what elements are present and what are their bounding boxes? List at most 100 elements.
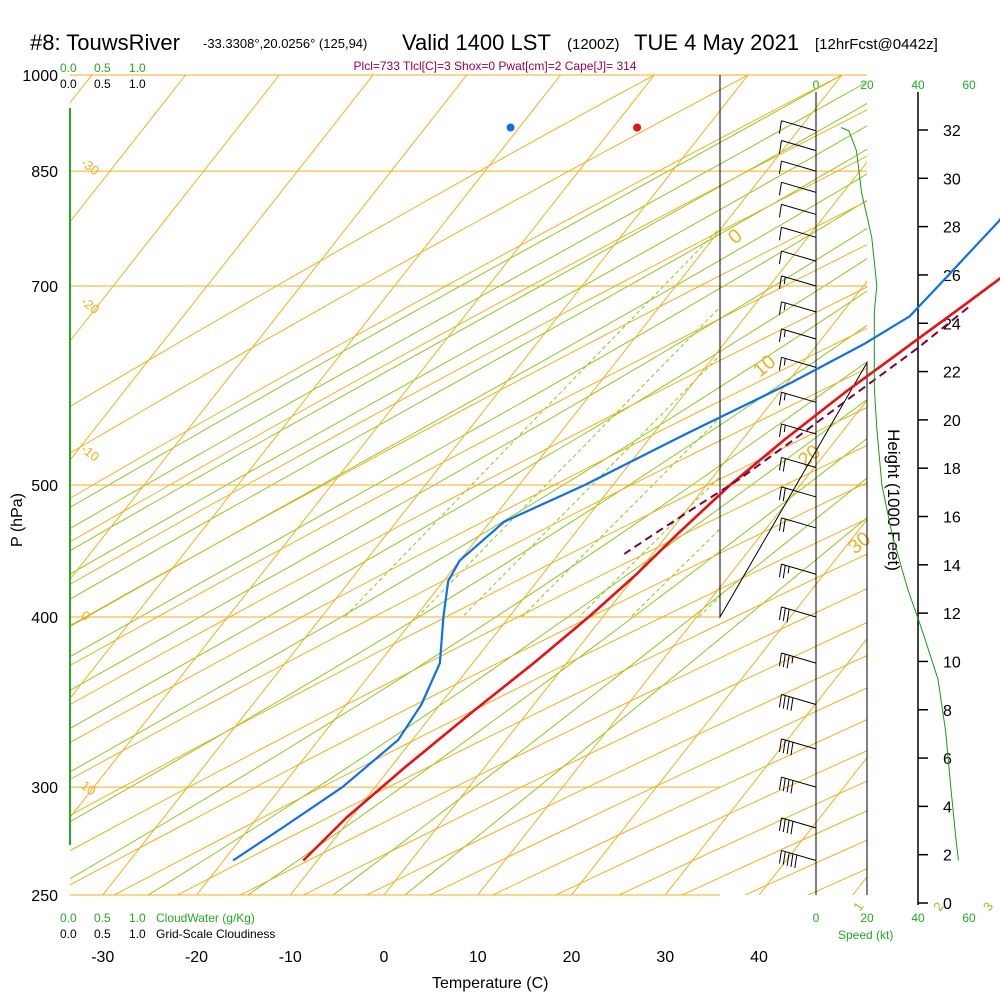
moist-adiabat-line — [70, 361, 867, 880]
moist-adiabat-line — [70, 125, 867, 575]
moist-adiabat-line — [70, 102, 867, 552]
wind-barb-flag — [778, 457, 782, 471]
pressure-tick-label: 300 — [31, 780, 58, 797]
pressure-tick-label: 400 — [31, 610, 58, 627]
speed-bottom-20: 20 — [860, 911, 874, 925]
wind-barb — [778, 423, 817, 438]
dry-adiabat-line — [240, 588, 867, 895]
wind-barb-flag — [778, 160, 782, 175]
dewpoint-line — [232, 217, 1000, 862]
wind-barb-staff — [781, 226, 817, 238]
wind-barb-flag — [778, 357, 782, 371]
wind-barb-half-flag — [791, 656, 794, 664]
wind-barb-staff — [781, 301, 817, 313]
wind-barb — [778, 120, 817, 134]
wind-barb-flag — [782, 695, 786, 709]
height-tick-label: 2 — [943, 848, 952, 865]
isotherm-label: 10 — [78, 778, 99, 799]
station-title: #8: TouwsRiver — [30, 30, 180, 55]
wind-barb-staff — [781, 120, 817, 132]
cloud-top-green-2: 1.0 — [129, 61, 146, 75]
temperature-tick-label: -20 — [185, 949, 208, 966]
wind-barb-half-flag — [783, 302, 786, 310]
pressure-tick-label: 850 — [31, 164, 58, 181]
dry-adiabats — [70, 75, 867, 895]
valid-zulu: (1200Z) — [567, 36, 620, 53]
wind-barb-flag — [778, 227, 782, 241]
wind-barb — [778, 776, 817, 794]
dry-adiabat-line — [177, 553, 867, 895]
height-tick-label: 0 — [943, 896, 952, 913]
wind-barb-flag — [786, 852, 790, 866]
wind-barb-flag — [782, 654, 786, 668]
forecast-info: [12hrFcst@0442z] — [815, 36, 938, 53]
wind-barb-flag — [778, 301, 782, 315]
station-coords: -33.3308°,20.0256° (125,94) — [203, 36, 367, 51]
wind-barb-staff — [781, 693, 817, 705]
wind-barb — [778, 301, 817, 315]
height-tick-label: 6 — [943, 751, 952, 768]
wind-barb-flag — [778, 392, 782, 406]
speed-top-0: 0 — [813, 78, 820, 92]
wind-barb-staff — [781, 140, 817, 152]
skewt-right-boundary — [719, 75, 868, 895]
wind-barb — [778, 356, 817, 371]
cloud-bottom-green-0: 0.0 — [60, 911, 77, 925]
wind-barb-flag — [778, 564, 782, 578]
wind-barb-half-flag — [783, 393, 786, 401]
moist-adiabat-line — [70, 173, 867, 628]
wind-barb — [778, 181, 817, 196]
wind-barb-staff — [781, 563, 817, 575]
x-axis-label: Temperature (C) — [432, 975, 548, 992]
speed-top-40: 40 — [911, 78, 925, 92]
mixing-ratio-label: 3 — [980, 899, 996, 914]
wind-barb-half-flag — [783, 276, 786, 285]
wind-barb-staff — [781, 423, 817, 435]
dry-adiabat-line — [70, 406, 867, 817]
speed-axis-label: Speed (kt) — [838, 928, 893, 942]
dry-adiabat-line — [70, 327, 867, 744]
wind-barb-flag — [778, 776, 782, 791]
pressure-tick-label: 500 — [31, 478, 58, 495]
moist-adiabat-line — [332, 477, 867, 895]
wind-barb — [778, 563, 817, 579]
wind-barb-staff — [781, 776, 817, 788]
isotherm-line — [70, 75, 374, 461]
speed-scale-top: 0 20 40 60 — [813, 78, 976, 92]
wind-barb — [778, 849, 817, 869]
wind-barb-flag — [778, 850, 782, 864]
sounding-parameters: Plcl=733 Tlcl[C]=3 Shox=0 Pwat[cm]=2 Cap… — [354, 59, 637, 73]
moist-adiabat-line — [70, 81, 867, 530]
wind-barb-staff — [781, 817, 817, 829]
moist-adiabat-line — [70, 227, 867, 692]
wind-barb-staff — [781, 456, 817, 468]
speed-top-20: 20 — [860, 78, 874, 92]
dry-adiabat-line — [70, 244, 867, 667]
wind-barb — [778, 140, 817, 154]
moist-adiabat-line — [247, 437, 867, 895]
dry-adiabat-line — [303, 621, 867, 895]
sounding-series — [232, 123, 1000, 862]
height-tick-label: 4 — [943, 799, 952, 816]
wind-barb-staff — [781, 203, 817, 215]
wind-barb — [778, 817, 817, 835]
wind-barb — [778, 226, 817, 241]
speed-top-60: 60 — [962, 78, 976, 92]
moist-adiabat-line — [70, 75, 843, 509]
height-tick-label: 8 — [943, 703, 952, 720]
wind-barb-flag — [790, 742, 794, 756]
valid-date: TUE 4 May 2021 — [634, 30, 799, 55]
dry-adiabat-line — [70, 75, 655, 408]
height-tick-label: 16 — [943, 510, 961, 527]
wind-barb — [778, 328, 817, 342]
cloud-top-black-2: 1.0 — [129, 77, 146, 91]
mixing-ratio-line — [698, 595, 720, 618]
temperature-tick-label: 10 — [469, 949, 487, 966]
wind-barb-flag — [786, 609, 790, 623]
wind-barb-flag — [778, 606, 782, 620]
wind-barb — [778, 486, 817, 502]
y-axis-label: P (hPa) — [9, 493, 26, 547]
surface-temperature — [633, 123, 642, 132]
pressure-tick-label: 1000 — [22, 68, 58, 85]
